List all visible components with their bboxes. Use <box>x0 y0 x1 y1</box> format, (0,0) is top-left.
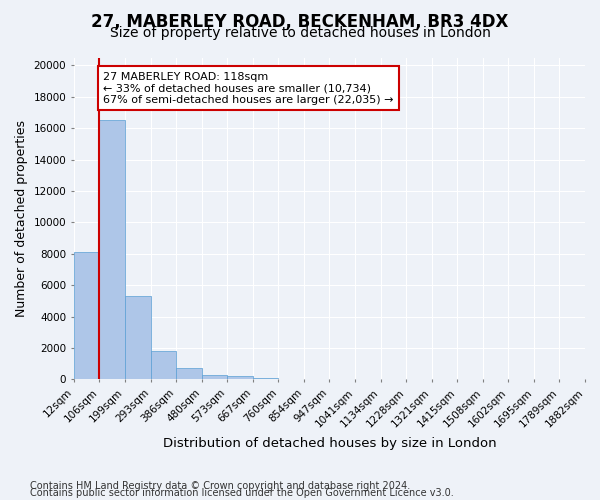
Bar <box>176 368 202 380</box>
Bar <box>227 376 253 380</box>
Text: 27 MABERLEY ROAD: 118sqm
← 33% of detached houses are smaller (10,734)
67% of se: 27 MABERLEY ROAD: 118sqm ← 33% of detach… <box>103 72 394 105</box>
Bar <box>125 296 151 380</box>
Bar <box>278 378 304 380</box>
Text: Size of property relative to detached houses in London: Size of property relative to detached ho… <box>110 26 490 40</box>
Text: 27, MABERLEY ROAD, BECKENHAM, BR3 4DX: 27, MABERLEY ROAD, BECKENHAM, BR3 4DX <box>91 12 509 30</box>
Bar <box>202 375 227 380</box>
Text: Contains public sector information licensed under the Open Government Licence v3: Contains public sector information licen… <box>30 488 454 498</box>
Y-axis label: Number of detached properties: Number of detached properties <box>15 120 28 317</box>
Bar <box>100 120 125 380</box>
Bar <box>151 351 176 380</box>
Bar <box>74 252 100 380</box>
Bar <box>253 378 278 380</box>
X-axis label: Distribution of detached houses by size in London: Distribution of detached houses by size … <box>163 437 496 450</box>
Text: Contains HM Land Registry data © Crown copyright and database right 2024.: Contains HM Land Registry data © Crown c… <box>30 481 410 491</box>
